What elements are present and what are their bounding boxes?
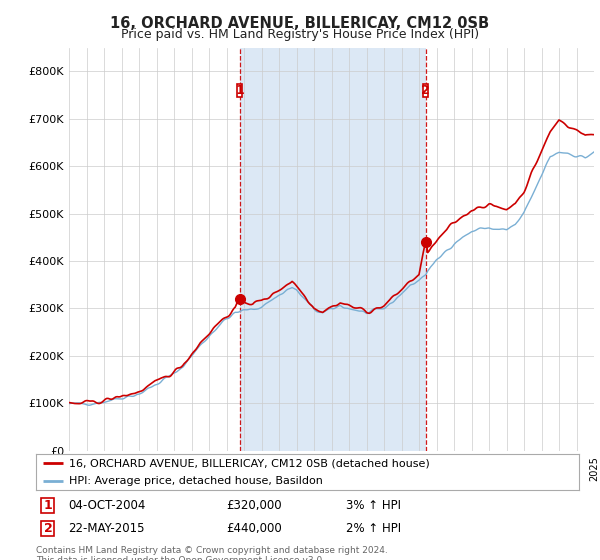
Text: 1: 1 — [235, 84, 244, 97]
Text: 2: 2 — [421, 84, 430, 97]
Text: HPI: Average price, detached house, Basildon: HPI: Average price, detached house, Basi… — [68, 476, 322, 486]
Text: 16, ORCHARD AVENUE, BILLERICAY, CM12 0SB (detached house): 16, ORCHARD AVENUE, BILLERICAY, CM12 0SB… — [68, 458, 430, 468]
Text: 16, ORCHARD AVENUE, BILLERICAY, CM12 0SB: 16, ORCHARD AVENUE, BILLERICAY, CM12 0SB — [110, 16, 490, 31]
FancyBboxPatch shape — [423, 83, 428, 97]
Text: 04-OCT-2004: 04-OCT-2004 — [68, 499, 146, 512]
FancyBboxPatch shape — [41, 498, 55, 513]
FancyBboxPatch shape — [41, 521, 55, 536]
Text: Contains HM Land Registry data © Crown copyright and database right 2024.
This d: Contains HM Land Registry data © Crown c… — [36, 546, 388, 560]
Text: 3% ↑ HPI: 3% ↑ HPI — [346, 499, 401, 512]
FancyBboxPatch shape — [237, 83, 242, 97]
Text: £440,000: £440,000 — [226, 522, 282, 535]
Text: 22-MAY-2015: 22-MAY-2015 — [68, 522, 145, 535]
Text: 2: 2 — [44, 522, 52, 535]
Text: 1: 1 — [44, 499, 52, 512]
Text: 2% ↑ HPI: 2% ↑ HPI — [346, 522, 401, 535]
Bar — [239, 48, 425, 451]
Text: £320,000: £320,000 — [226, 499, 281, 512]
Text: Price paid vs. HM Land Registry's House Price Index (HPI): Price paid vs. HM Land Registry's House … — [121, 28, 479, 41]
